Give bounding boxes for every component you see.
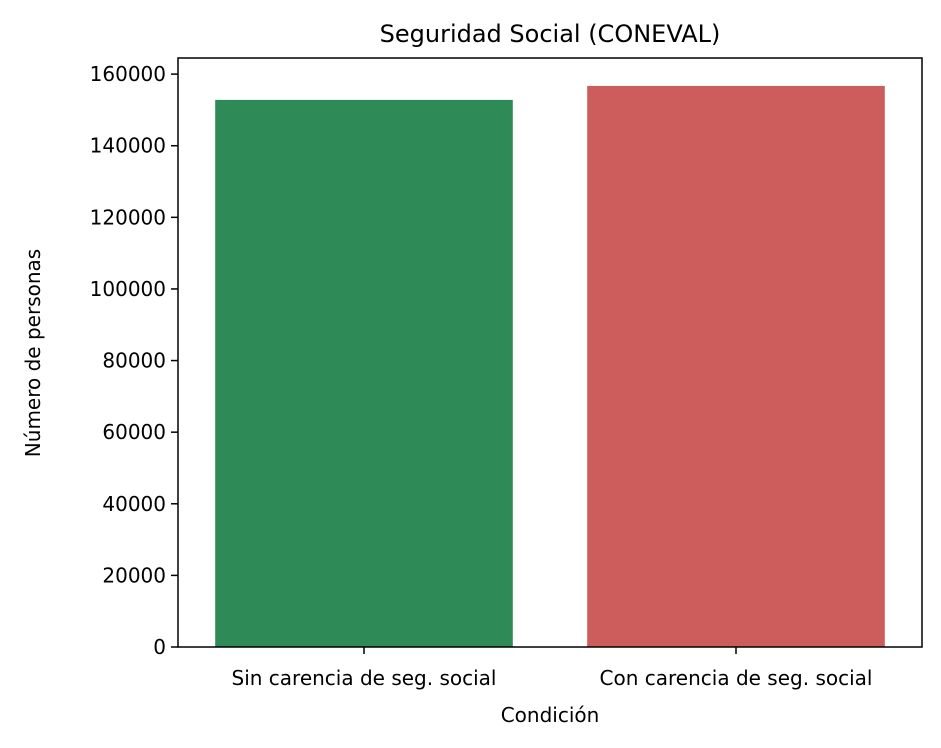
- y-axis-ticks: 0 20000 40000 60000 80000 100000 120000 140000 1…: [90, 62, 178, 659]
- y-tick-label: 120000: [90, 205, 166, 229]
- plot-frame: [177, 57, 923, 648]
- chart-title: Seguridad Social (CONEVAL): [380, 20, 721, 48]
- x-tick-label: Sin carencia de seg. social: [232, 666, 497, 690]
- bars-group: [215, 85, 885, 648]
- y-tick-label: 60000: [102, 420, 166, 444]
- bar-2: [587, 85, 885, 647]
- y-tick-label: 0: [153, 635, 166, 659]
- x-axis-title: Condición: [501, 703, 600, 727]
- x-tick-label: Con carencia de seg. social: [600, 666, 873, 690]
- bar-1: [215, 99, 513, 648]
- y-tick-label: 20000: [102, 563, 166, 587]
- y-tick-label: 100000: [90, 277, 166, 301]
- y-tick-label: 80000: [102, 349, 166, 373]
- y-tick-label: 40000: [102, 492, 166, 516]
- y-axis-title: Número de personas: [21, 249, 45, 457]
- y-tick-label: 140000: [90, 134, 166, 158]
- x-axis-ticks: Sin carencia de seg. social Con carencia …: [232, 647, 873, 690]
- y-tick-label: 160000: [90, 62, 166, 86]
